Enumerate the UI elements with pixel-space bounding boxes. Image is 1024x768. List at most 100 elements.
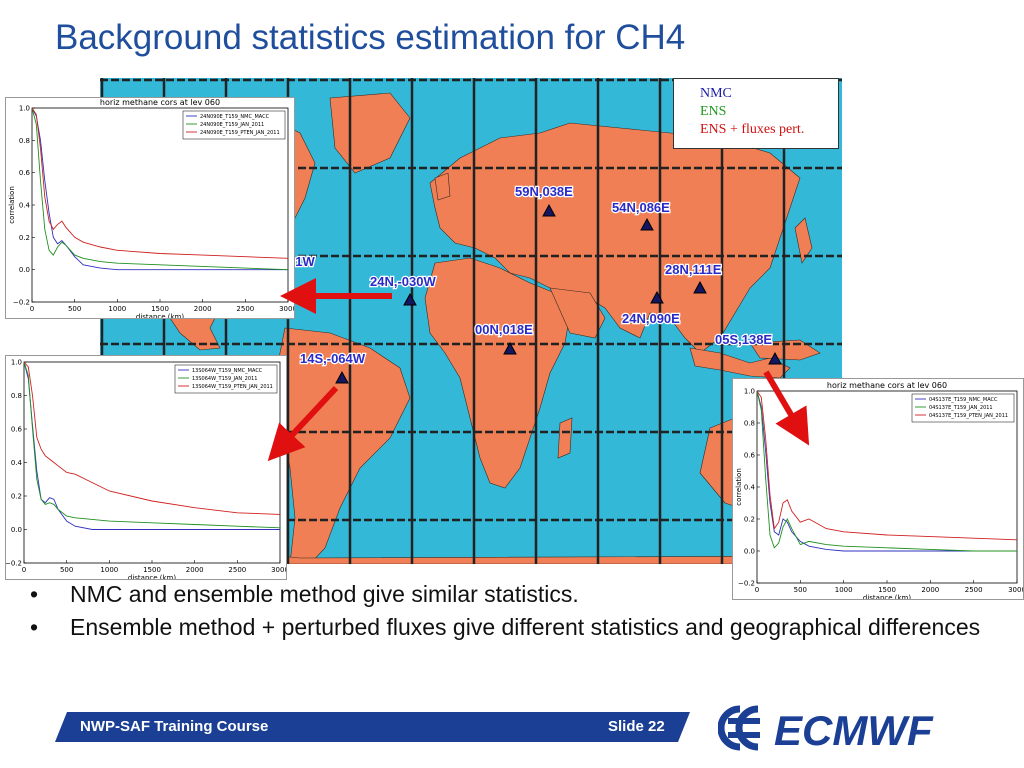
station-label: 59N,038E xyxy=(515,184,573,199)
legend-item-ens: ENS xyxy=(700,104,727,119)
station-marker xyxy=(768,351,782,365)
correlation-chart-24n090e: horiz methane cors at lev 060 0 500 1000 150… xyxy=(8,98,294,318)
x-tick-label: 3000 xyxy=(1008,586,1023,594)
y-tick-label: 0.4 xyxy=(11,459,23,467)
series-line xyxy=(31,107,289,271)
legend-label: 24N090E_T159_PTEN_JAN_2011 xyxy=(200,130,280,136)
y-tick-label: 0.4 xyxy=(19,202,31,210)
map-legend: NMC ENS ENS + fluxes pert. xyxy=(673,78,839,149)
x-tick-label: 3000 xyxy=(271,566,286,574)
bullet-list: • NMC and ensemble method give similar s… xyxy=(30,578,1000,644)
station-marker xyxy=(503,341,517,355)
series-line xyxy=(756,390,1017,552)
madagascar xyxy=(557,417,573,459)
y-tick-label: 1.0 xyxy=(19,105,30,113)
station-marker xyxy=(693,280,707,294)
africa xyxy=(424,257,571,489)
y-tick-label: 0.8 xyxy=(11,392,22,400)
x-tick-label: 0 xyxy=(22,566,26,574)
y-tick-label: 1.0 xyxy=(744,388,755,396)
bullet-text: Ensemble method + perturbed fluxes give … xyxy=(70,614,981,640)
legend-label: 04S137E_T159_PTEN_JAN_2011 xyxy=(929,413,1008,419)
station-marker xyxy=(403,292,417,306)
y-tick-label: 0.2 xyxy=(744,516,755,524)
x-tick-label: 500 xyxy=(794,586,807,594)
legend-label: 04S137E_T159_NMC_MACC xyxy=(929,397,998,403)
legend-label: 04S137E_T159_JAN_2011 xyxy=(929,405,993,411)
japan xyxy=(794,217,813,264)
y-tick-label: 0.0 xyxy=(11,526,22,534)
x-tick-label: 2000 xyxy=(186,566,204,574)
chart-panel-24n090e: horiz methane cors at lev 060 0 500 1000 150… xyxy=(5,97,295,319)
station-marker xyxy=(335,370,349,384)
footer-course: NWP-SAF Training Course xyxy=(80,718,269,735)
y-tick-label: 1.0 xyxy=(11,359,22,367)
footer-bar xyxy=(55,712,690,742)
y-tick-label: 0.2 xyxy=(19,234,30,242)
x-tick-label: 0 xyxy=(755,586,759,594)
x-tick-label: 500 xyxy=(68,305,81,313)
chart-title: horiz methane cors at lev 060 xyxy=(100,98,220,107)
x-tick-label: 1000 xyxy=(835,586,853,594)
y-tick-label: 0.2 xyxy=(11,493,22,501)
chart-panel-13s064w: 0 500 1000 1500 2000 2500 3000 −0.2 0.0 0.2 0.4 0.6… xyxy=(5,355,287,580)
x-tick-label: 2500 xyxy=(965,586,983,594)
series-line xyxy=(756,390,1018,541)
y-tick-label: 0.0 xyxy=(744,548,755,556)
x-tick-label: 1000 xyxy=(100,566,118,574)
y-tick-label: 0.4 xyxy=(744,484,756,492)
station-label: 54N,086E xyxy=(612,200,670,215)
station-label: 24N,090E xyxy=(622,311,680,326)
y-tick-label: 0.6 xyxy=(19,169,31,177)
arrow-05s138e xyxy=(763,370,810,446)
y-axis-label: correlation xyxy=(8,186,16,224)
y-tick-label: 0.6 xyxy=(11,426,23,434)
x-tick-label: 0 xyxy=(30,305,34,313)
y-tick-label: −0.2 xyxy=(13,299,30,307)
station-marker xyxy=(542,203,556,217)
y-tick-label: −0.2 xyxy=(6,560,22,568)
x-axis-label: distance (km) xyxy=(863,594,911,599)
chart-legend xyxy=(182,110,286,140)
station-label: 28N,111E xyxy=(665,262,722,277)
ecmwf-logo: ECMWF xyxy=(718,705,934,751)
footer-slide-number: Slide 22 xyxy=(608,718,665,735)
y-tick-label: 0.0 xyxy=(19,266,30,274)
y-tick-label: 0.6 xyxy=(744,452,756,460)
arabia xyxy=(549,287,606,339)
bullet-item: • Ensemble method + perturbed fluxes giv… xyxy=(30,611,1000,644)
uk xyxy=(434,172,451,201)
x-tick-label: 2500 xyxy=(236,305,254,313)
y-tick-label: 0.8 xyxy=(744,420,755,428)
correlation-chart-13s064w: 0 500 1000 1500 2000 2500 3000 −0.2 0.0 0.2 0.4 0.6… xyxy=(6,359,286,580)
station-label: 05S,138E xyxy=(715,332,772,347)
station-label: 00N,018E xyxy=(475,322,533,337)
legend-item-ens-flux: ENS + fluxes pert. xyxy=(700,122,805,137)
chart-legend xyxy=(911,393,1015,423)
x-tick-label: 1500 xyxy=(878,586,896,594)
slide-title: Background statistics estimation for CH4 xyxy=(55,18,686,57)
y-tick-label: −0.2 xyxy=(738,580,755,588)
series-line xyxy=(23,361,281,529)
legend-item-nmc: NMC xyxy=(700,86,732,101)
legend-label: 13S064W_T159_NMC_MACC xyxy=(192,368,263,374)
series-line xyxy=(31,107,289,259)
x-tick-label: 1000 xyxy=(108,305,126,313)
series-line xyxy=(756,390,1017,552)
logo-text: ECMWF xyxy=(774,707,934,751)
station-label: 14S,-064W xyxy=(300,351,366,366)
legend-label: 13S064W_T159_PTEN_JAN_2011 xyxy=(192,384,273,390)
chart-title: horiz methane cors at lev 060 xyxy=(827,381,947,390)
legend-label: 24N090E_T159_JAN_2011 xyxy=(200,122,264,128)
x-axis-label: distance (km) xyxy=(128,574,176,579)
series-line xyxy=(23,361,281,515)
chart-legend xyxy=(174,364,278,394)
bullet-marker: • xyxy=(30,614,39,640)
x-tick-label: 1500 xyxy=(151,305,169,313)
bullet-item: • NMC and ensemble method give similar s… xyxy=(30,578,1000,611)
arrow-14s064w xyxy=(267,385,339,462)
x-tick-label: 2500 xyxy=(228,566,246,574)
legend-label: 13S064W_T159_JAN_2011 xyxy=(192,376,257,382)
x-tick-label: 500 xyxy=(60,566,73,574)
